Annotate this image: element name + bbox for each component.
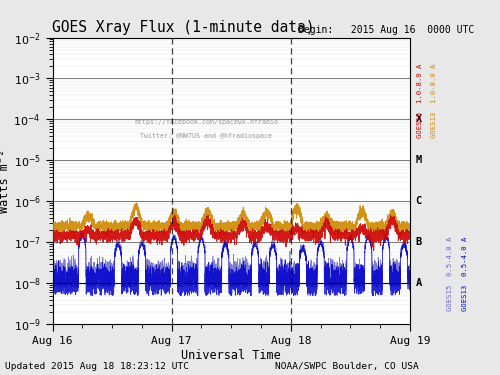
Text: Updated 2015 Aug 18 18:23:12 UTC: Updated 2015 Aug 18 18:23:12 UTC bbox=[5, 362, 189, 371]
Text: GOES Xray Flux (1-minute data): GOES Xray Flux (1-minute data) bbox=[52, 20, 315, 35]
Text: X: X bbox=[416, 114, 422, 125]
X-axis label: Universal Time: Universal Time bbox=[182, 349, 281, 362]
Text: A: A bbox=[416, 278, 422, 288]
Y-axis label: Watts m⁻²: Watts m⁻² bbox=[0, 149, 10, 213]
Text: GOES15  0.5-4.0 A: GOES15 0.5-4.0 A bbox=[447, 237, 453, 311]
Text: GOES15  1.0-8.0 A: GOES15 1.0-8.0 A bbox=[417, 64, 423, 138]
Text: Begin:   2015 Aug 16  0000 UTC: Begin: 2015 Aug 16 0000 UTC bbox=[298, 25, 474, 34]
Text: GOES13  1.0-8.0 A: GOES13 1.0-8.0 A bbox=[431, 64, 437, 138]
Text: C: C bbox=[416, 196, 422, 206]
Text: NOAA/SWPC Boulder, CO USA: NOAA/SWPC Boulder, CO USA bbox=[275, 362, 419, 371]
Text: Twitter: @NW7US and @hfradiospace: Twitter: @NW7US and @hfradiospace bbox=[140, 133, 272, 139]
Text: GOES13  0.5-4.0 A: GOES13 0.5-4.0 A bbox=[462, 237, 468, 311]
Text: M: M bbox=[416, 156, 422, 165]
Text: B: B bbox=[416, 237, 422, 248]
Text: https://facebook.com/spacewx.hfradio: https://facebook.com/spacewx.hfradio bbox=[134, 118, 278, 124]
